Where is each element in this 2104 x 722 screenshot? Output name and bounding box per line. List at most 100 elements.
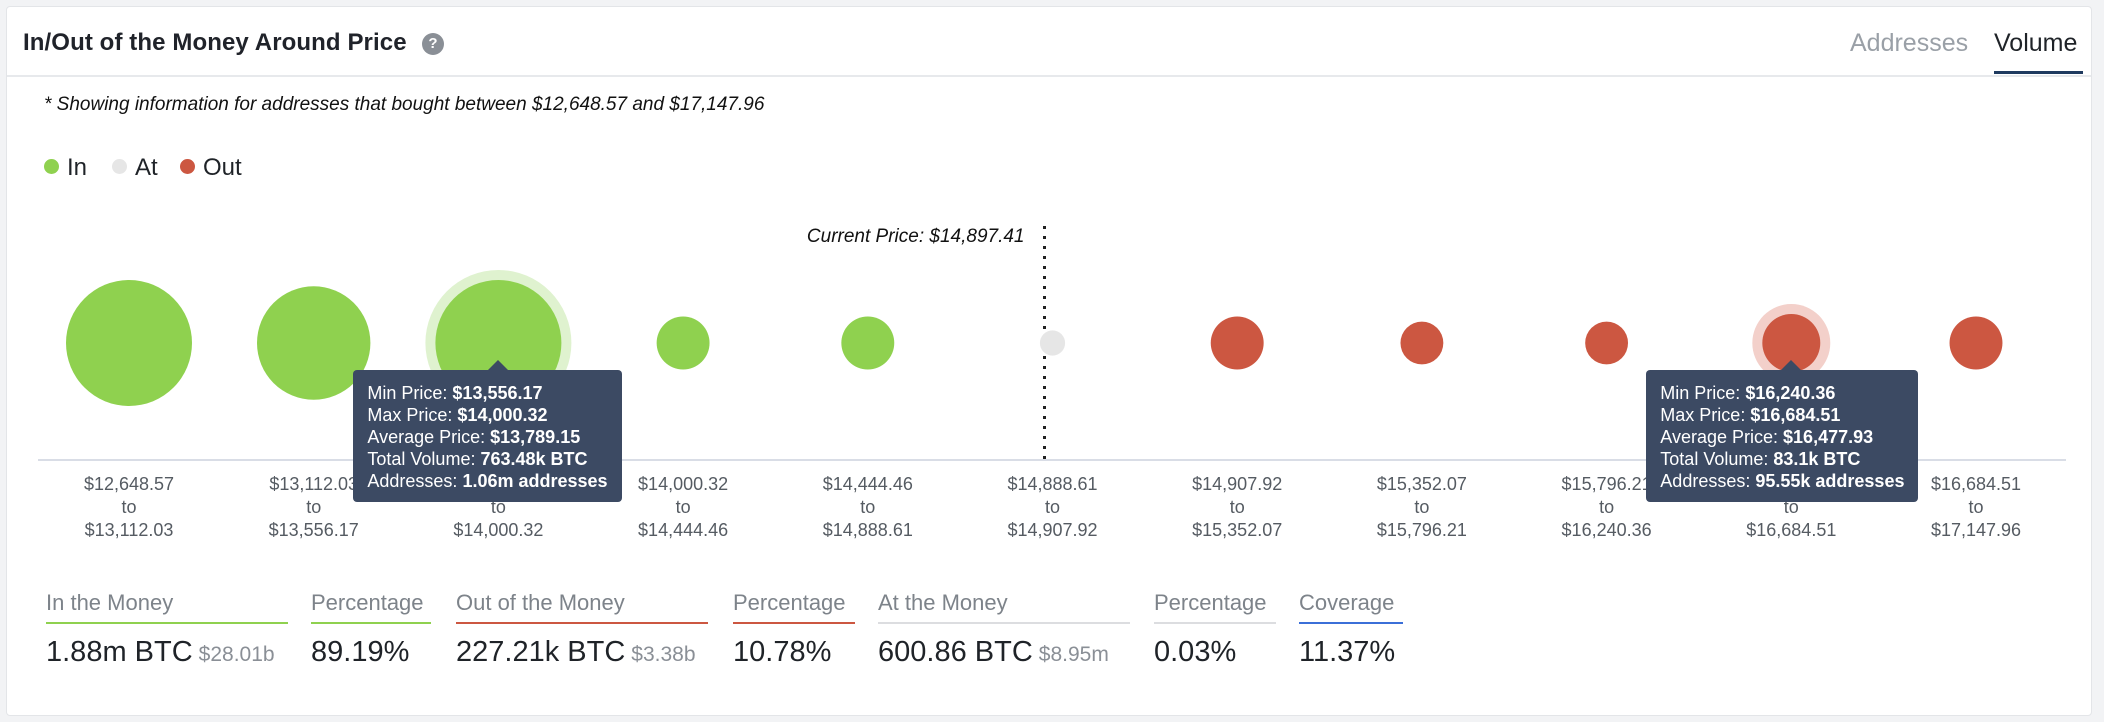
- tooltip-value: $13,789.15: [490, 427, 581, 447]
- range-price-label: $14,444.46: [638, 520, 728, 540]
- range-price-label: $14,888.61: [1007, 474, 1097, 494]
- tooltip-value: $14,000.32: [457, 405, 548, 425]
- tooltip-value: $16,477.93: [1783, 427, 1874, 447]
- legend-item-at[interactable]: At: [112, 154, 158, 182]
- stat-value-sub: $28.01b: [198, 643, 275, 666]
- tooltip-label: Addresses:: [367, 471, 463, 491]
- stat-in-the-money: In the Money 1.88m BTC $28.01b: [46, 590, 288, 669]
- stat-out-percentage: Percentage 10.78%: [733, 590, 855, 669]
- range-price-label: $15,352.07: [1377, 474, 1467, 494]
- bubble-out[interactable]: [1949, 316, 2003, 370]
- tooltip-label: Average Price:: [367, 427, 491, 447]
- tooltip-value: $16,684.51: [1750, 405, 1841, 425]
- tooltip-value: 95.55k addresses: [1755, 471, 1905, 491]
- tooltip-label: Average Price:: [1660, 427, 1784, 447]
- tooltip-label: Max Price:: [367, 405, 458, 425]
- legend-label-out: Out: [203, 154, 242, 181]
- tooltip-value: $13,556.17: [452, 383, 543, 403]
- range-to-label: to: [1599, 497, 1614, 517]
- current-price-label: Current Price: $14,897.41: [807, 226, 1025, 247]
- bubble-out[interactable]: [1585, 321, 1629, 365]
- stat-label: At the Money: [878, 590, 1008, 615]
- stat-value-main: 600.86 BTC: [878, 636, 1033, 668]
- page-title: In/Out of the Money Around Price: [23, 29, 407, 56]
- stat-at-percentage: Percentage 0.03%: [1154, 590, 1276, 669]
- range-price-label: $14,000.32: [453, 520, 543, 540]
- bubble-out[interactable]: [1762, 314, 1821, 372]
- range-price-label: $16,684.51: [1931, 474, 2021, 494]
- stat-label: Coverage: [1299, 590, 1395, 615]
- stat-underline: [311, 622, 431, 624]
- tooltip-row-max-price: Max Price: $14,000.32: [367, 404, 607, 426]
- tooltip-label: Min Price:: [367, 383, 453, 403]
- bubble-in[interactable]: [841, 316, 895, 370]
- stat-value-sub: $3.38b: [631, 643, 696, 666]
- range-to-label: to: [121, 497, 136, 517]
- bubble-in[interactable]: [656, 316, 710, 370]
- stat-at-the-money: At the Money 600.86 BTC $8.95m: [878, 590, 1130, 669]
- tooltip-label: Total Volume:: [1660, 449, 1774, 469]
- range-price-label: $15,352.07: [1192, 520, 1282, 540]
- range-price-label: $15,796.21: [1562, 474, 1652, 494]
- legend-label-at: At: [135, 154, 158, 181]
- tab-volume[interactable]: Volume: [1994, 29, 2078, 57]
- stat-underline: [878, 622, 1130, 624]
- range-price-label: $14,888.61: [823, 520, 913, 540]
- range-to-label: to: [1045, 497, 1060, 517]
- range-note: * Showing information for addresses that…: [44, 94, 765, 115]
- stat-value: 1.88m BTC $28.01b: [46, 636, 288, 669]
- range-to-label: to: [676, 497, 691, 517]
- stat-out-of-the-money: Out of the Money 227.21k BTC $3.38b: [456, 590, 708, 669]
- range-price-label: $16,240.36: [1562, 520, 1652, 540]
- tooltip-value: 1.06m addresses: [462, 471, 608, 491]
- stat-underline: [456, 622, 708, 624]
- legend-label-in: In: [67, 154, 88, 181]
- stat-in-percentage: Percentage 89.19%: [311, 590, 431, 669]
- legend-item-out[interactable]: Out: [180, 154, 242, 182]
- tooltip-row-total-volume: Total Volume: 83.1k BTC: [1660, 448, 1904, 470]
- bubble-in[interactable]: [66, 280, 192, 406]
- tooltip-row-min-price: Min Price: $13,556.17: [367, 382, 607, 404]
- range-price-label: $13,112.03: [269, 474, 358, 494]
- help-icon[interactable]: ?: [422, 33, 444, 55]
- tooltip-arrow: [1780, 360, 1803, 371]
- tooltip-value: $16,240.36: [1745, 383, 1836, 403]
- range-to-label: to: [1784, 497, 1799, 517]
- tooltip-row-average-price: Average Price: $13,789.15: [367, 426, 607, 448]
- range-to-label: to: [1968, 497, 1983, 517]
- tooltip-row-addresses: Addresses: 1.06m addresses: [367, 470, 607, 492]
- tooltip-row-min-price: Min Price: $16,240.36: [1660, 382, 1904, 404]
- stat-coverage: Coverage 11.37%: [1299, 590, 1403, 669]
- range-price-label: $15,796.21: [1377, 520, 1467, 540]
- stat-label: In the Money: [46, 590, 174, 615]
- stat-label: Percentage: [311, 590, 424, 615]
- tooltip-value: 763.48k BTC: [480, 449, 588, 469]
- range-price-label: $14,907.92: [1007, 520, 1097, 540]
- stat-value: 11.37%: [1299, 636, 1396, 668]
- tooltip-label: Min Price:: [1660, 383, 1746, 403]
- range-to-label: to: [1230, 497, 1245, 517]
- range-price-label: $17,147.96: [1931, 520, 2021, 540]
- range-price-label: $16,684.51: [1746, 520, 1836, 540]
- stat-value: 0.03%: [1154, 636, 1237, 668]
- tab-addresses[interactable]: Addresses: [1850, 29, 1969, 57]
- range-to-label: to: [491, 497, 506, 517]
- stat-label: Out of the Money: [456, 590, 625, 615]
- bubble-at[interactable]: [1039, 330, 1066, 356]
- stat-value-sub: $8.95m: [1038, 643, 1109, 666]
- bucket-tooltip: Min Price: $13,556.17 Max Price: $14,000.…: [353, 360, 622, 502]
- bubble-out[interactable]: [1210, 316, 1264, 370]
- tooltip-row-total-volume: Total Volume: 763.48k BTC: [367, 448, 607, 470]
- tooltip-row-average-price: Average Price: $16,477.93: [1660, 426, 1904, 448]
- range-price-label: $14,907.92: [1192, 474, 1282, 494]
- bubble-out[interactable]: [1400, 321, 1444, 365]
- tooltip-label: Total Volume:: [367, 449, 481, 469]
- bubble-in[interactable]: [257, 286, 371, 400]
- stat-value: 10.78%: [733, 636, 832, 668]
- tooltip-label: Max Price:: [1660, 405, 1751, 425]
- stat-value: 227.21k BTC $3.38b: [456, 636, 708, 669]
- range-price-label: $14,444.46: [823, 474, 913, 494]
- stat-underline: [1154, 622, 1276, 624]
- legend-item-in[interactable]: In: [44, 154, 87, 182]
- stat-underline: [733, 622, 855, 624]
